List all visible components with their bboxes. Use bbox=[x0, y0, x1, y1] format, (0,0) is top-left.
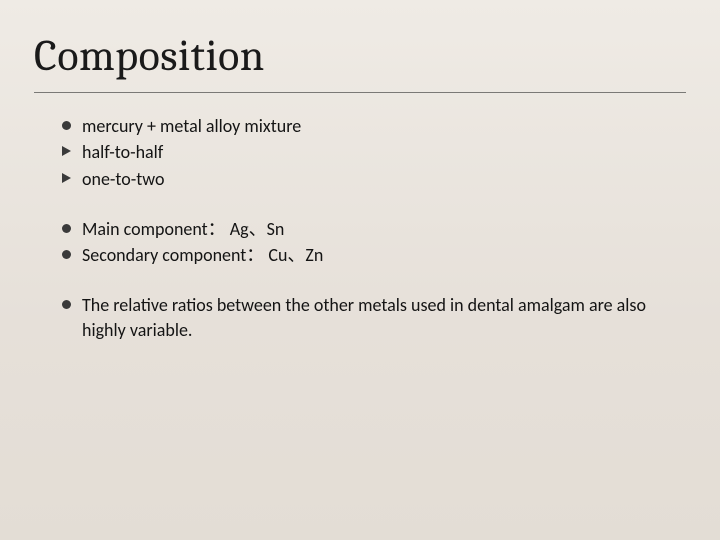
bullet-group: mercury + metal alloy mixture half-to-ha… bbox=[62, 114, 662, 191]
list-item: Secondary component： Cu、Zn bbox=[62, 243, 662, 267]
list-item: Main component： Ag、Sn bbox=[62, 217, 662, 241]
list-item: half-to-half bbox=[62, 140, 662, 164]
bullet-group: Main component： Ag、Sn Secondary componen… bbox=[62, 217, 662, 268]
slide-title: Composition bbox=[34, 30, 265, 81]
list-item: mercury + metal alloy mixture bbox=[62, 114, 662, 138]
list-item: one-to-two bbox=[62, 167, 662, 191]
list-item: The relative ratios between the other me… bbox=[62, 293, 662, 342]
slide: Composition mercury + metal alloy mixtur… bbox=[0, 0, 720, 540]
body-text: mercury + metal alloy mixture half-to-ha… bbox=[62, 112, 662, 344]
bullet-group: The relative ratios between the other me… bbox=[62, 293, 662, 342]
title-underline bbox=[34, 92, 686, 93]
